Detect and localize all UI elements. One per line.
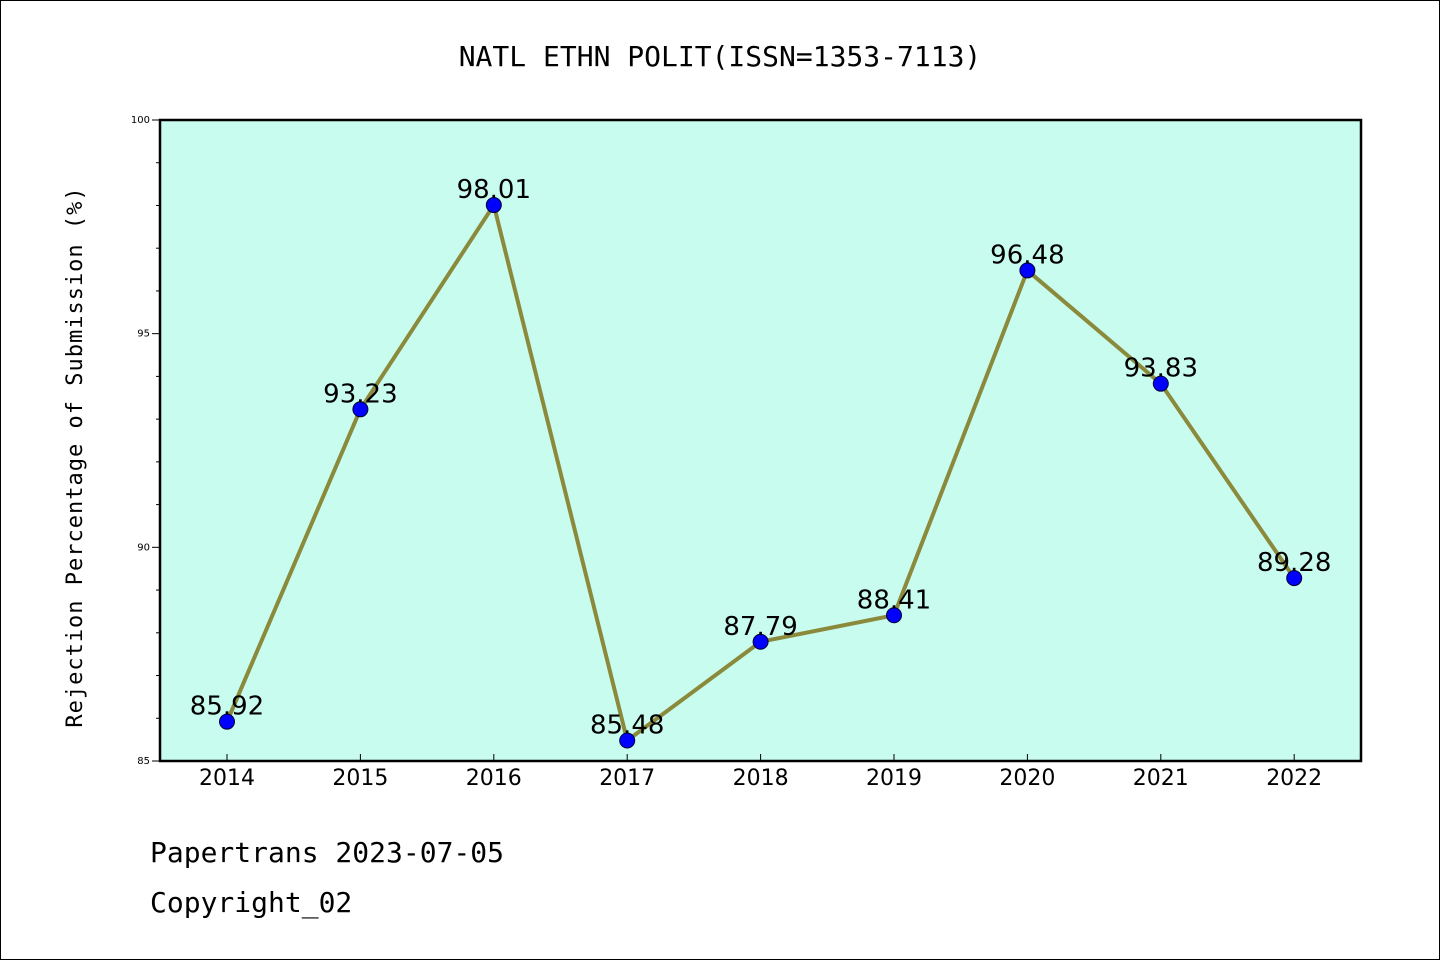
data-label: 88.41 <box>857 585 931 615</box>
y-axis-label: Rejection Percentage of Submission (%) <box>63 186 88 727</box>
x-tick-label: 2018 <box>733 766 789 791</box>
y-axis: 85 90 95 100 <box>131 115 160 767</box>
data-point <box>1152 375 1169 392</box>
x-tick-label: 2016 <box>466 766 522 791</box>
data-point <box>1286 570 1303 587</box>
y-tick-label: 100 <box>131 115 150 126</box>
data-point <box>219 713 235 730</box>
y-tick-label: 95 <box>137 329 150 340</box>
data-label: 93.23 <box>323 379 397 409</box>
data-point <box>886 607 902 624</box>
y-tick-label: 85 <box>137 756 150 767</box>
footer-copyright-text: Copyright_02 <box>150 886 353 919</box>
x-tick-label: 2017 <box>599 766 655 791</box>
series-markers <box>219 197 1303 749</box>
x-axis: 2014 2015 2016 2017 2018 2019 2020 2021 2022 <box>199 754 1322 791</box>
data-labels: 85.92 93.23 98.01 85.48 87.79 88.41 96.48 93.83… <box>190 175 1332 740</box>
data-point <box>752 633 769 650</box>
x-tick-label: 2015 <box>332 766 388 791</box>
footer-date-text: Papertrans 2023-07-05 <box>150 836 505 869</box>
x-tick-label: 2019 <box>866 766 922 791</box>
plot-border <box>158 118 1363 763</box>
data-label: 85.48 <box>590 710 664 740</box>
data-point <box>485 197 502 214</box>
data-label: 87.79 <box>723 612 797 642</box>
data-label: 89.28 <box>1257 548 1331 578</box>
data-label: 85.92 <box>190 692 264 722</box>
data-point <box>1019 262 1036 279</box>
data-label: 98.01 <box>457 175 531 205</box>
data-label: 96.48 <box>990 240 1064 270</box>
data-point <box>352 401 369 418</box>
x-tick-label: 2014 <box>199 766 255 791</box>
x-tick-label: 2021 <box>1133 766 1189 791</box>
data-point <box>619 732 636 749</box>
y-tick-label: 90 <box>137 542 150 553</box>
x-tick-label: 2022 <box>1266 766 1322 791</box>
data-label: 93.83 <box>1124 354 1198 384</box>
x-tick-label: 2020 <box>999 766 1055 791</box>
plot-area <box>160 120 1361 761</box>
chart-title: NATL ETHN POLIT(ISSN=1353-7113) <box>459 40 982 73</box>
